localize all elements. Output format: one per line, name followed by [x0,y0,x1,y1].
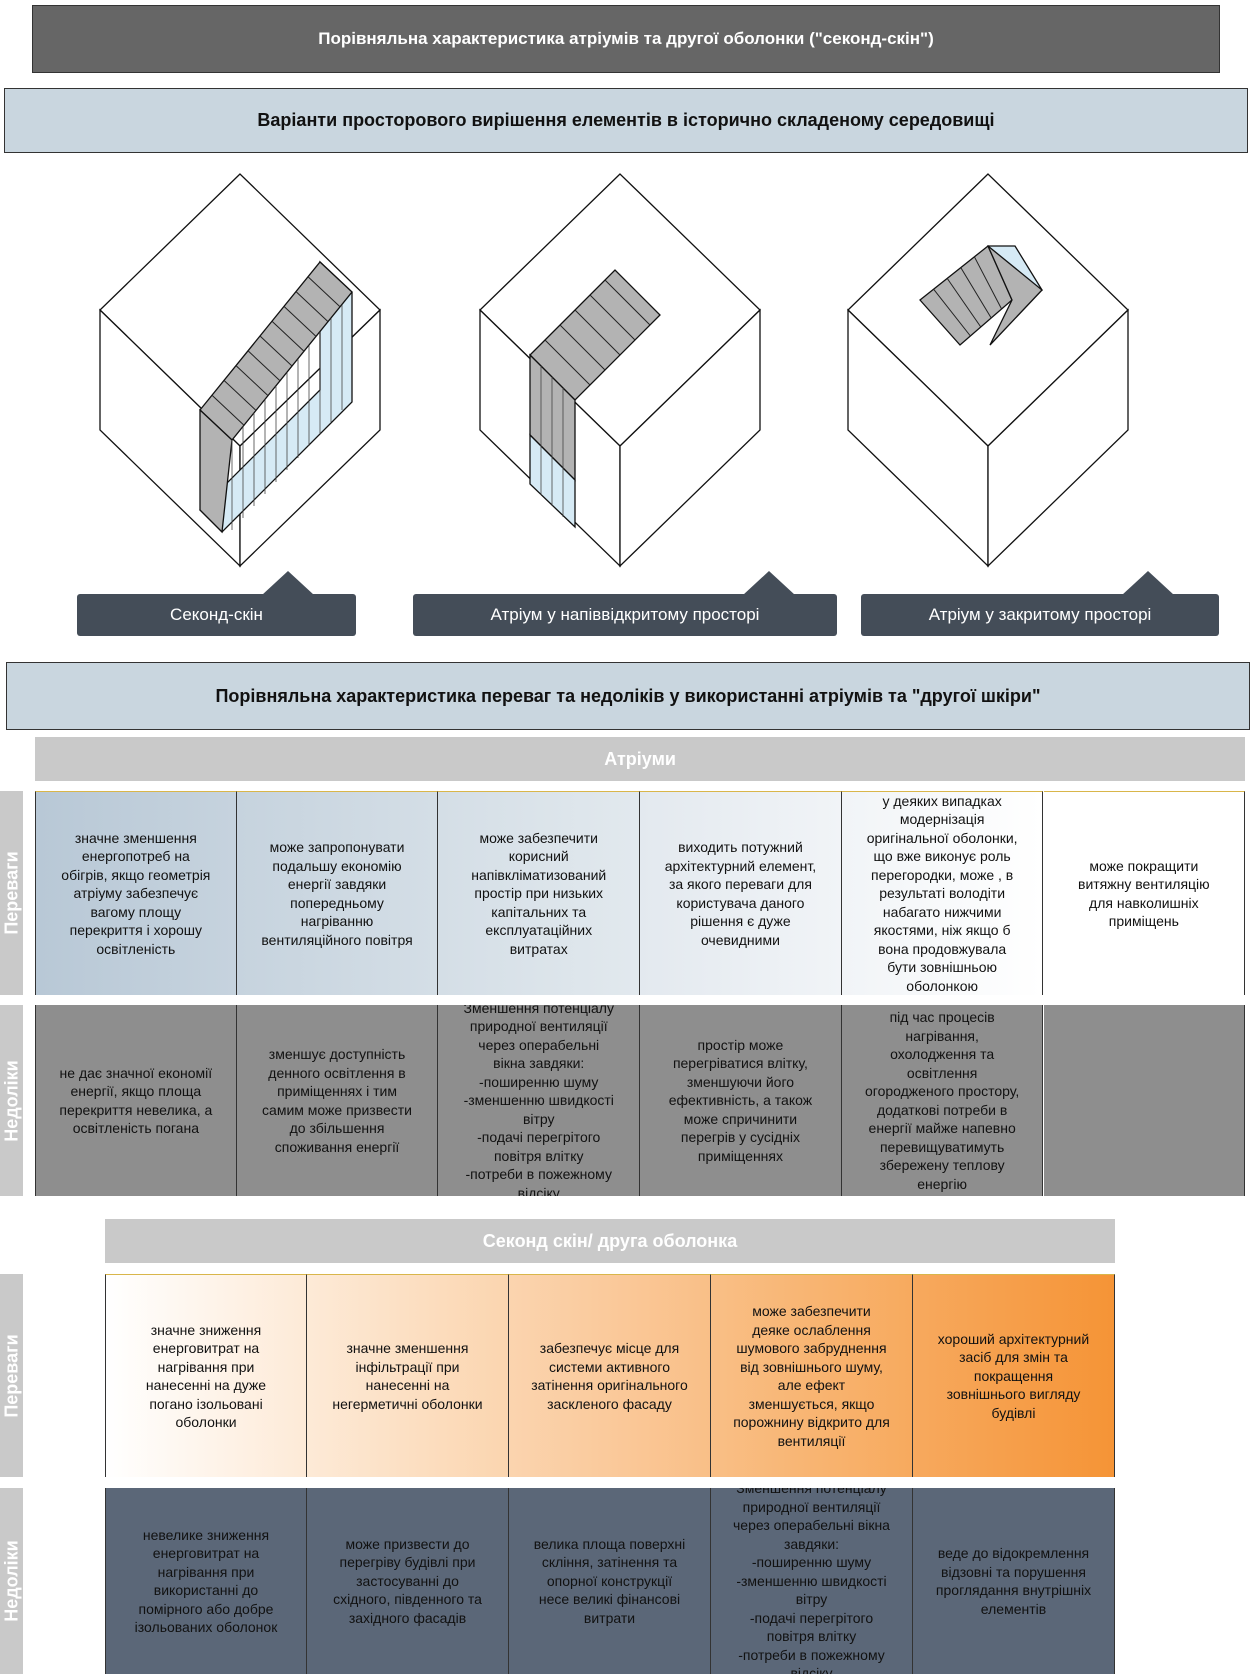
advantage-cell: значне зменшення енергопотреб на обігрів… [35,791,237,995]
hatch [247,350,281,382]
hatch [604,279,651,326]
comparison-bar: Порівняльна характеристика переваг та не… [6,662,1250,730]
subtitle: Варіанти просторового вирішення елементі… [257,110,995,130]
advantage-cell: може забезпечити корисний напівкліматизо… [438,791,641,995]
hatch [235,365,269,396]
hatch [295,291,329,322]
disadvantage-cell: Зменшення потенціалу природної вентиляці… [438,1005,641,1196]
disadvantage-cell: веде до відокремлення відзовні та поруше… [913,1488,1115,1674]
hatch [933,288,971,337]
disadvantage-cell: під час процесів нагрівання, охолодження… [841,1005,1044,1196]
hatch [283,306,317,337]
disadvantage-cell: зменшує доступність денного освітлення в… [236,1005,439,1196]
variant-label: Атріум у закритому просторі [861,594,1219,636]
hatch [211,394,245,426]
variant-label: Секонд-скін [77,594,356,636]
advantage-cell: забезпечує місце для системи активного з… [509,1274,711,1477]
disadvantage-cell: простір може перегріватися влітку, зменш… [640,1005,842,1196]
label-notch [1122,571,1174,595]
row-label: Недоліки [1,1540,21,1622]
row-label: Переваги [1,851,21,935]
hatch [544,339,591,386]
disadvantage-cell: велика площа поверхні скління, затінення… [509,1488,711,1674]
hatch [271,320,305,352]
advantage-cell: у деяких випадках модернізація оригіналь… [841,791,1044,995]
comparison-title: Порівняльна характеристика переваг та не… [215,685,1041,706]
atrium-roof-right [987,245,1043,346]
header-bar: Порівняльна характеристика атріумів та д… [32,5,1220,73]
advantage-cell: хороший архітектурний засіб для змін та … [913,1274,1115,1477]
disadvantage-cell: невелике зниження енерговитрат на нагрів… [105,1488,307,1674]
advantage-cell: може покращити витяжну вентиляцію для на… [1043,791,1246,995]
row-label-box: Переваги [0,1274,23,1477]
header-title: Порівняльна характеристика атріумів та д… [318,29,934,48]
variant-label: Атріум у напіввідкритому просторі [413,594,837,636]
disadvantage-cell: не дає значної економії енергії, якщо пл… [35,1005,237,1196]
row-label-box: Недоліки [0,1488,23,1674]
hatch [223,380,257,411]
skin-wall [199,408,233,534]
cube-diagrams [99,173,1174,595]
cube-right [987,308,1129,568]
hatch [960,267,992,319]
section-title: Атріуми [35,737,1246,781]
row-label: Переваги [1,1333,21,1418]
hatch [589,294,636,341]
disadvantage-cell: Зменшення потенціалу природної вентиляці… [711,1488,913,1674]
hatch [559,324,606,371]
hatch [259,335,293,367]
subtitle-bar: Варіанти просторового вирішення елементі… [4,88,1248,153]
row-label: Недоліки [1,1059,21,1142]
label-notch [743,571,795,595]
label-notch [262,571,314,595]
section-title: Секонд скін/ друга оболонка [105,1219,1115,1263]
row-label-box: Переваги [0,791,23,995]
advantage-cell: може забезпечити деяке ослаблення шумово… [711,1274,913,1477]
advantage-cell: значне зниження енерговитрат на нагріван… [105,1274,307,1477]
advantage-cell: може запропонувати подальшу економію ене… [236,791,439,995]
row-label-box: Недоліки [0,1005,23,1196]
hatch [307,276,341,308]
advantage-cell: виходить потужний архітектурний елемент,… [640,791,842,995]
disadvantage-cell [1043,1005,1246,1196]
cube-right [619,308,761,568]
disadvantage-cell: може призвести до перегріву будівлі при … [307,1488,509,1674]
hatch [574,309,621,356]
hatch [973,256,1003,310]
advantage-cell: значне зменшення інфільтрації при нанесе… [307,1274,509,1477]
hatch [946,278,982,328]
